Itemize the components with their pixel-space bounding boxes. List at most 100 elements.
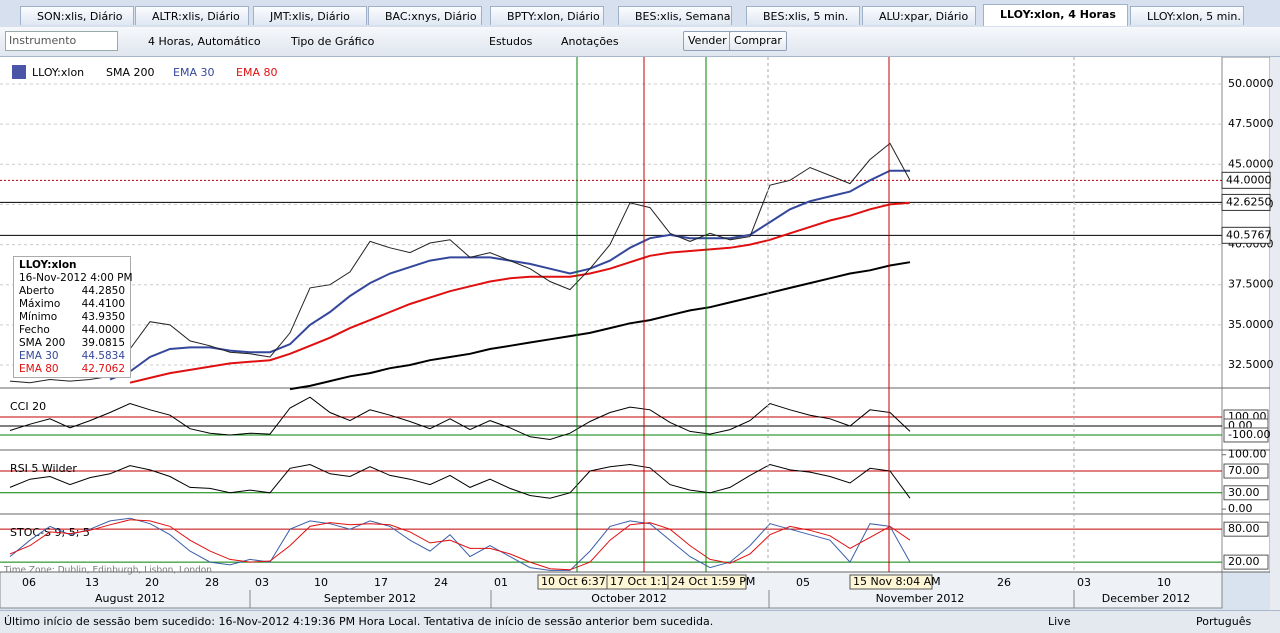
y-tick-label: 80.00 — [1228, 522, 1260, 535]
marker-label: 10 Oct 6:37 A — [541, 575, 617, 588]
tab[interactable]: BPTY:xlon, Diário — [490, 6, 604, 25]
info-cell: 44.2850 — [81, 285, 125, 297]
info-cell: Fecho — [19, 324, 50, 336]
tab[interactable]: LLOY:xlon, 5 min. — [1130, 6, 1244, 25]
tab[interactable]: SON:xlis, Diário — [20, 6, 134, 25]
annotations-menu[interactable]: Anotações — [561, 35, 619, 48]
y-tick-label: 20.00 — [1228, 555, 1260, 568]
series-line — [9, 463, 911, 499]
y-tick-label: 50.0000 — [1228, 77, 1274, 90]
x-tick-label: 28 — [205, 576, 219, 589]
toolbar — [0, 27, 1280, 57]
y-tick-label: 32.5000 — [1228, 358, 1274, 371]
x-tick-label: 26 — [997, 576, 1011, 589]
series-line — [9, 142, 911, 384]
time-zone: Time Zone: Dublin, Edinburgh, Lisbon, Lo… — [3, 566, 212, 576]
plot-bg — [0, 57, 1222, 572]
y-tick-label: 37.5000 — [1228, 278, 1274, 291]
x-tick-label: 06 — [22, 576, 36, 589]
info-row: Fecho 44.0000 — [19, 324, 125, 337]
panel-title: CCI 20 — [10, 400, 46, 413]
y-tick-label: 35.0000 — [1228, 318, 1274, 331]
tab[interactable]: ALU:xpar, Diário — [862, 6, 976, 25]
info-cell: Aberto — [19, 285, 55, 297]
series-line — [289, 261, 911, 391]
y-tick-label: 70.00 — [1228, 464, 1260, 477]
x-tick-label: 17 — [374, 576, 388, 589]
tab[interactable]: BES:xlis, 5 min. — [746, 6, 860, 25]
price-label: 40.5767 — [1226, 228, 1272, 241]
tab[interactable]: BES:xlis, Semanal — [618, 6, 732, 25]
language: Português — [1196, 615, 1252, 628]
chart: LLOY:xlon SMA 200 EMA 30 EMA 80 Time Zon… — [0, 57, 1280, 610]
info-cell: Máximo — [19, 298, 61, 310]
tab[interactable]: BAC:xnys, Diário — [368, 6, 482, 25]
y-tick-label: 30.00 — [1228, 486, 1260, 499]
x-tick-label: 03 — [1077, 576, 1091, 589]
info-cell: SMA 200 — [19, 337, 66, 349]
status-bar: Último início de sessão bem sucedido: 16… — [0, 610, 1280, 633]
month-label: November 2012 — [876, 592, 965, 605]
connection-status: Live — [1048, 615, 1071, 628]
info-row: EMA 30 44.5834 — [19, 350, 125, 363]
sell-button[interactable]: Vender — [683, 31, 732, 51]
tick-box — [1223, 554, 1269, 570]
x-tick-label: 05 — [796, 576, 810, 589]
marker-box — [849, 574, 933, 590]
series-line — [129, 201, 911, 384]
tick-box — [1223, 521, 1269, 537]
info-row: Máximo 44.4100 — [19, 298, 125, 311]
series-line — [9, 519, 911, 571]
panel-title: RSI 5 Wilder — [10, 462, 77, 475]
month-label: August 2012 — [95, 592, 165, 605]
month-label: October 2012 — [591, 592, 667, 605]
y-tick-label: 0.00 — [1228, 502, 1253, 515]
info-cell: 39.0815 — [81, 337, 125, 349]
info-cell: Mínimo — [19, 311, 58, 323]
info-row: EMA 80 42.7062 — [19, 363, 125, 376]
x-tick-label: 03 — [255, 576, 269, 589]
x-tick-label: 10 — [1157, 576, 1171, 589]
marker-label: 24 Oct 1:59 PM — [671, 575, 755, 588]
legend-ema30: EMA 30 — [173, 66, 214, 79]
tab[interactable]: LLOY:xlon, 4 Horas — [983, 4, 1128, 26]
cfd-icon — [12, 65, 26, 79]
interval-menu[interactable]: 4 Horas, Automático — [148, 35, 261, 48]
status-message: Último início de sessão bem sucedido: 16… — [4, 615, 714, 628]
info-row: SMA 200 39.0815 — [19, 337, 125, 350]
info-cell: 42.7062 — [81, 363, 125, 375]
price-box — [1221, 171, 1271, 189]
x-tick-label: 13 — [85, 576, 99, 589]
info-row: Mínimo 43.9350 — [19, 311, 125, 324]
info-cell: EMA 30 — [19, 350, 59, 362]
y-tick-label: 45.0000 — [1228, 157, 1274, 170]
info-cell: 44.0000 — [81, 324, 125, 336]
legend-symbol: LLOY:xlon — [32, 66, 84, 79]
y-tick-label: 100.00 — [1228, 448, 1267, 461]
info-row: Aberto 44.2850 — [19, 285, 125, 298]
chart-type-menu[interactable]: Tipo de Gráfico — [291, 35, 375, 48]
price-label: 44.0000 — [1226, 173, 1272, 186]
scrollbar — [1270, 57, 1280, 610]
tab[interactable]: JMT:xlis, Diário — [253, 6, 367, 25]
info-cell: EMA 80 — [19, 363, 59, 375]
info-box: LLOY:xlon 16-Nov-2012 4:00 PM Aberto 44.285… — [13, 256, 133, 378]
legend-ema80: EMA 80 — [236, 66, 277, 79]
tick-box — [1223, 427, 1269, 443]
month-label: September 2012 — [324, 592, 416, 605]
y-tick-label: 47.5000 — [1228, 117, 1274, 130]
tick-box — [1223, 463, 1269, 479]
marker-box — [667, 574, 747, 590]
series-line — [9, 517, 911, 571]
x-tick-label: 01 — [494, 576, 508, 589]
studies-menu[interactable]: Estudos — [489, 35, 533, 48]
instrument-input[interactable]: Instrumento — [5, 31, 118, 51]
info-date: 16-Nov-2012 4:00 PM — [19, 272, 133, 284]
y-tick-label: -100.00 — [1228, 428, 1270, 441]
buy-button[interactable]: Comprar — [729, 31, 787, 51]
tab[interactable]: ALTR:xlis, Diário — [135, 6, 249, 25]
tick-box — [1223, 485, 1269, 501]
legend-sma: SMA 200 — [106, 66, 155, 79]
info-cell: 44.4100 — [81, 298, 125, 310]
